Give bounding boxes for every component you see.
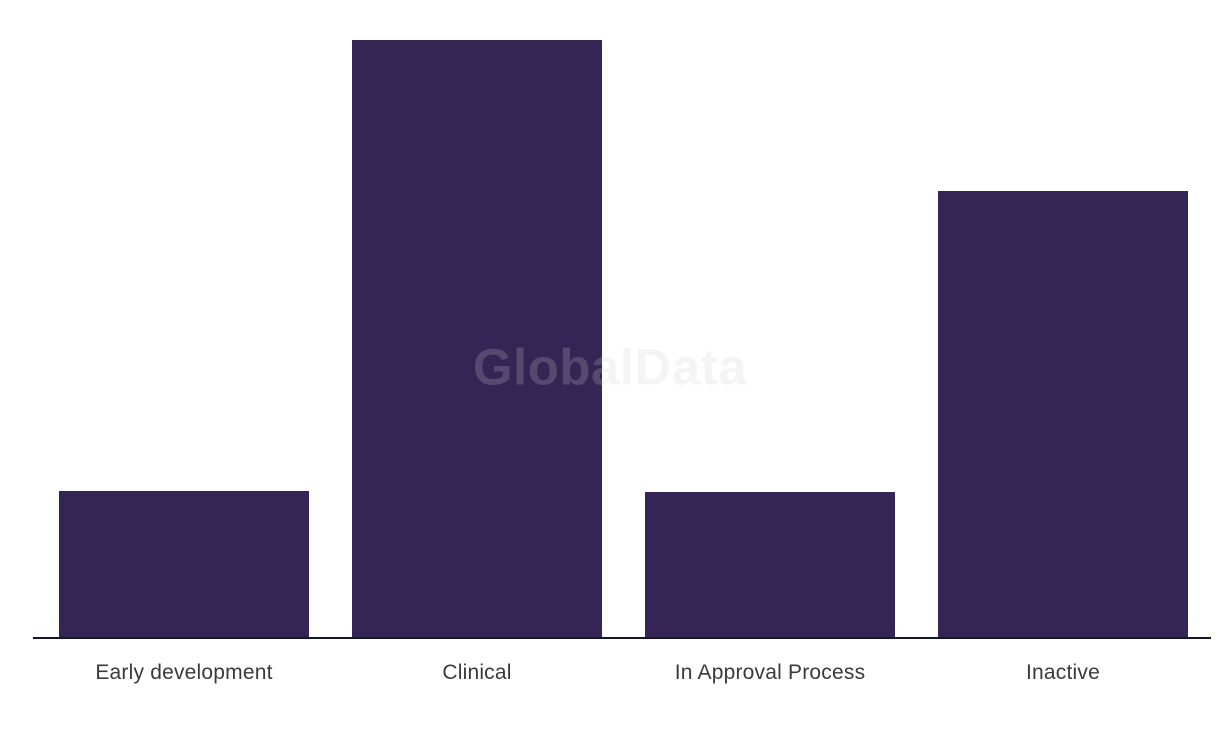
- x-axis-line: [33, 637, 1211, 639]
- category-label-in-approval-process: In Approval Process: [674, 661, 866, 684]
- category-label-inactive: Inactive: [1026, 661, 1100, 684]
- category-label-clinical: Clinical: [442, 661, 512, 684]
- bar-in-approval-process[interactable]: [645, 492, 895, 637]
- bar-inactive[interactable]: [938, 191, 1188, 637]
- category-label-early-development: Early development: [95, 661, 273, 684]
- bar-early-development[interactable]: [59, 491, 309, 637]
- bar-clinical[interactable]: [352, 40, 602, 637]
